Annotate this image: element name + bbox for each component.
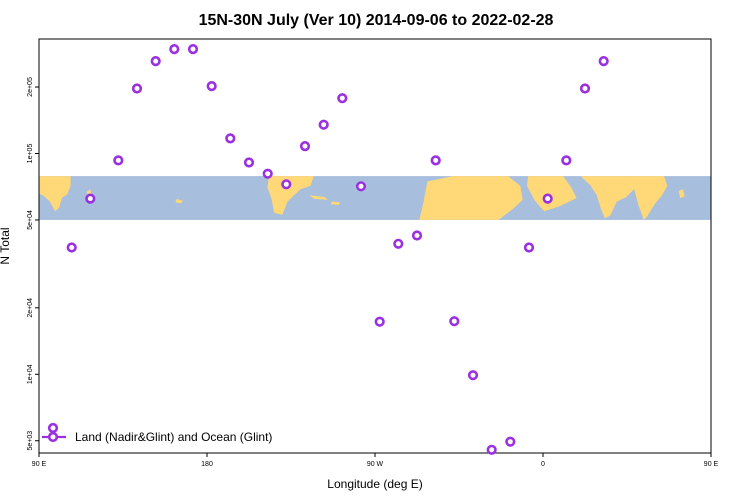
data-point xyxy=(523,242,535,253)
data-point xyxy=(113,155,124,166)
data-point xyxy=(579,83,591,94)
chart-title: 15N-30N July (Ver 10) 2014-09-06 to 2022… xyxy=(199,12,554,29)
data-point xyxy=(598,55,609,67)
data-point xyxy=(374,316,385,327)
map-land-africa xyxy=(419,176,523,220)
legend-marker xyxy=(47,422,59,434)
data-point xyxy=(169,43,180,55)
data-point xyxy=(486,444,497,455)
map-land-hispaniola xyxy=(330,201,341,205)
map-land-cuba xyxy=(309,195,328,200)
x-tick-label: 90 E xyxy=(32,461,47,468)
map-land-hawaii xyxy=(175,198,183,204)
data-point xyxy=(561,155,572,166)
y-tick-label: 5e+03 xyxy=(27,431,34,451)
legend-marker xyxy=(47,431,59,443)
world-map-band xyxy=(39,176,711,220)
data-point xyxy=(85,193,96,204)
data-point xyxy=(281,179,292,190)
data-point xyxy=(467,370,479,381)
data-point xyxy=(262,168,273,179)
map-land-asia-west xyxy=(39,176,71,212)
legend-label: Land (Nadir&Glint) and Ocean (Glint) xyxy=(75,430,272,444)
data-point xyxy=(243,157,255,168)
plot-frame xyxy=(38,38,712,454)
data-point xyxy=(430,155,441,166)
x-axis: 90 E 180 90 W 0 90 E xyxy=(32,453,719,468)
x-axis-title: Longitude (deg E) xyxy=(327,477,422,491)
data-point xyxy=(449,316,460,327)
data-point xyxy=(337,93,348,104)
map-land-taiwan-right xyxy=(678,189,685,198)
data-point xyxy=(411,230,423,241)
y-tick-label: 2e+05 xyxy=(27,77,34,97)
data-point xyxy=(355,181,367,192)
data-point xyxy=(66,242,77,253)
x-tick-label: 90 E xyxy=(704,461,719,468)
map-land-baja xyxy=(273,176,279,191)
data-point xyxy=(150,55,161,67)
y-tick-label: 2e+04 xyxy=(27,298,34,318)
map-land-southeast-asia xyxy=(630,176,668,220)
legend: Land (Nadir&Glint) and Ocean (Glint) xyxy=(42,422,272,444)
y-axis-title: N Total xyxy=(0,227,12,264)
y-tick-label: 5e+04 xyxy=(27,210,34,230)
data-point xyxy=(299,141,311,152)
data-point xyxy=(542,193,553,204)
plot-border xyxy=(38,38,712,454)
data-points xyxy=(66,43,609,455)
map-land-north-america xyxy=(267,176,314,215)
data-point xyxy=(206,80,217,92)
data-point xyxy=(505,436,516,447)
map-land-india-east xyxy=(580,176,636,219)
y-tick-label: 1e+05 xyxy=(27,144,34,164)
data-point xyxy=(318,119,329,130)
x-tick-label: 180 xyxy=(201,461,213,468)
data-point xyxy=(225,133,236,144)
data-point xyxy=(393,238,404,249)
x-tick-label: 90 W xyxy=(367,461,384,468)
y-tick-label: 1e+04 xyxy=(27,364,34,384)
data-point xyxy=(187,43,199,55)
x-tick-label: 0 xyxy=(541,461,545,468)
map-land-arabia xyxy=(526,176,577,212)
y-axis: 5e+03 1e+04 2e+04 5e+04 1e+05 2e+05 xyxy=(27,77,39,451)
data-point xyxy=(131,83,143,94)
